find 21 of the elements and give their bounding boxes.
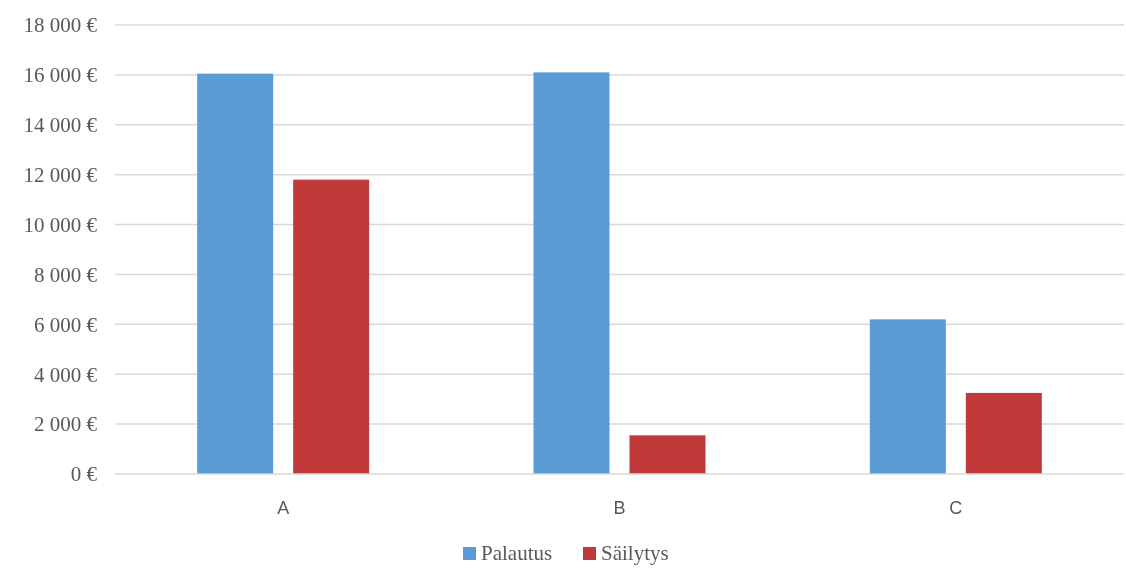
legend-label: Säilytys — [601, 541, 669, 565]
y-tick-label: 10 000 € — [23, 212, 98, 237]
y-tick-label: 12 000 € — [23, 163, 98, 188]
x-tick-label: B — [613, 498, 626, 518]
y-tick-label: 6 000 € — [34, 312, 98, 337]
y-tick-label: 18 000 € — [23, 13, 98, 38]
bar — [533, 72, 610, 474]
bar — [293, 179, 370, 474]
x-tick-label: A — [277, 498, 290, 518]
y-tick-label: 2 000 € — [34, 412, 98, 437]
bar — [869, 319, 946, 474]
bar — [629, 435, 706, 474]
x-tick-label: C — [949, 498, 963, 518]
y-tick-label: 16 000 € — [23, 63, 98, 88]
legend-label: Palautus — [481, 541, 553, 565]
y-tick-label: 8 000 € — [34, 262, 98, 287]
bar — [197, 73, 274, 474]
y-tick-label: 0 € — [70, 462, 98, 487]
y-tick-label: 4 000 € — [34, 362, 98, 387]
bar — [965, 392, 1042, 474]
y-tick-label: 14 000 € — [23, 113, 98, 138]
